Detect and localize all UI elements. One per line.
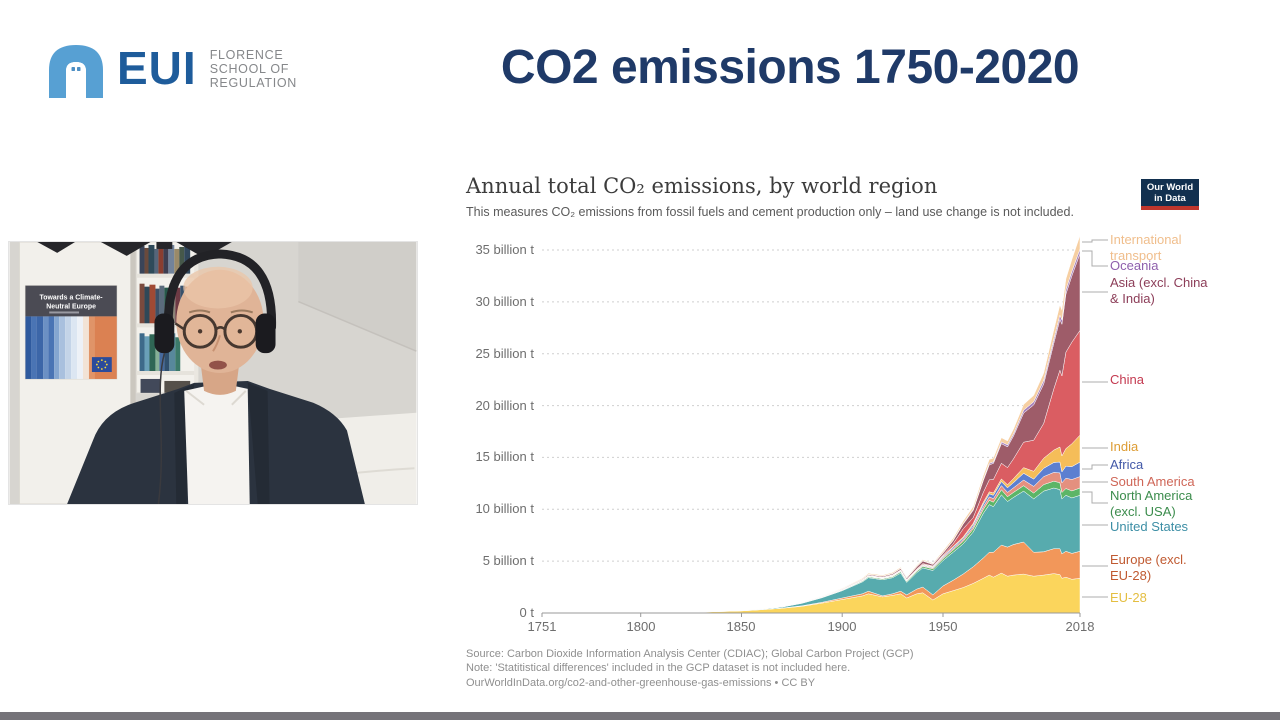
plot-svg [541, 235, 1081, 617]
y-axis-labels: 0 t 5 billion t 10 billion t 15 billion t 20… [460, 236, 534, 620]
eui-logo: EUI FLORENCE SCHOOL OF REGULATION [45, 40, 297, 98]
slide-title: CO2 emissions 1750-2020 [500, 41, 1080, 94]
owid-logo: Our World in Data [1141, 179, 1199, 210]
legend-north-america-excl-usa: North America (excl. USA) [1110, 488, 1193, 520]
area-eu-28 [541, 572, 1081, 614]
legend-united-states: United States [1110, 519, 1189, 534]
legend-africa: Africa [1110, 457, 1144, 472]
x-tick-label: 1800 [626, 619, 656, 634]
license-line: OurWorldInData.org/co2-and-other-greenho… [466, 676, 816, 689]
chart-source: Source: Carbon Dioxide Information Analy… [466, 647, 914, 690]
legend-asia-excl-china-india: Asia (excl. China & India) [1110, 275, 1208, 307]
legend-south-america: South America [1110, 474, 1195, 489]
eui-arch-icon [49, 45, 103, 98]
x-tick-label: 1751 [527, 619, 557, 634]
x-axis-labels: 1751 1800 1850 1900 1950 2018 [528, 619, 1095, 635]
y-tick-label: 10 billion t [475, 501, 534, 516]
slide-bottom-bar [0, 712, 1280, 720]
x-tick-label: 1950 [928, 619, 958, 634]
chart-panel: Annual total CO₂ emissions, by world reg… [460, 170, 1228, 705]
area-international-transport [541, 235, 1081, 614]
legend-europe-excl-eu28: Europe (excl. EU-28) [1110, 552, 1187, 584]
legend-india: India [1110, 439, 1139, 454]
x-tick-label: 1850 [726, 619, 756, 634]
y-tick-label: 25 billion t [475, 346, 534, 361]
y-tick-label: 5 billion t [482, 553, 534, 568]
webcam-scene: Towards a Climate- Neutral Europe [9, 242, 417, 504]
svg-text:Neutral Europe: Neutral Europe [46, 303, 96, 310]
plot-area [541, 235, 1081, 617]
chart-subtitle: This measures CO₂ emissions from fossil … [466, 205, 1074, 219]
y-tick-label: 20 billion t [475, 398, 534, 413]
source-line: Source: Carbon Dioxide Information Analy… [466, 648, 914, 660]
legend-china: China [1110, 372, 1144, 387]
y-tick-label: 35 billion t [475, 242, 534, 257]
svg-text:Towards a Climate-: Towards a Climate- [40, 295, 104, 302]
x-tick-label: 2018 [1065, 619, 1095, 634]
eu-flag [91, 357, 112, 373]
y-tick-label: 15 billion t [475, 449, 534, 464]
legend-oceania: Oceania [1110, 258, 1159, 273]
webcam-video: Towards a Climate- Neutral Europe [8, 241, 418, 505]
eui-org-name: FLORENCE SCHOOL OF REGULATION [209, 48, 298, 90]
headphones [163, 249, 277, 332]
legend-eu-28: EU-28 [1110, 590, 1147, 605]
x-tick-label: 1900 [827, 619, 857, 634]
legend-international-transport: International transport [1110, 232, 1182, 264]
top-shelf-objects [37, 242, 232, 258]
chart-title: Annual total CO₂ emissions, by world reg… [466, 174, 938, 198]
y-tick-label: 30 billion t [475, 294, 534, 309]
legend-connectors [1082, 239, 1108, 598]
note-line: Note: 'Statitistical differences' includ… [466, 662, 851, 675]
eui-acronym: EUI [117, 42, 197, 95]
presenter-figure [67, 249, 365, 504]
y-tick-label: 0 t [519, 605, 534, 620]
poster: Towards a Climate- Neutral Europe [24, 285, 118, 380]
